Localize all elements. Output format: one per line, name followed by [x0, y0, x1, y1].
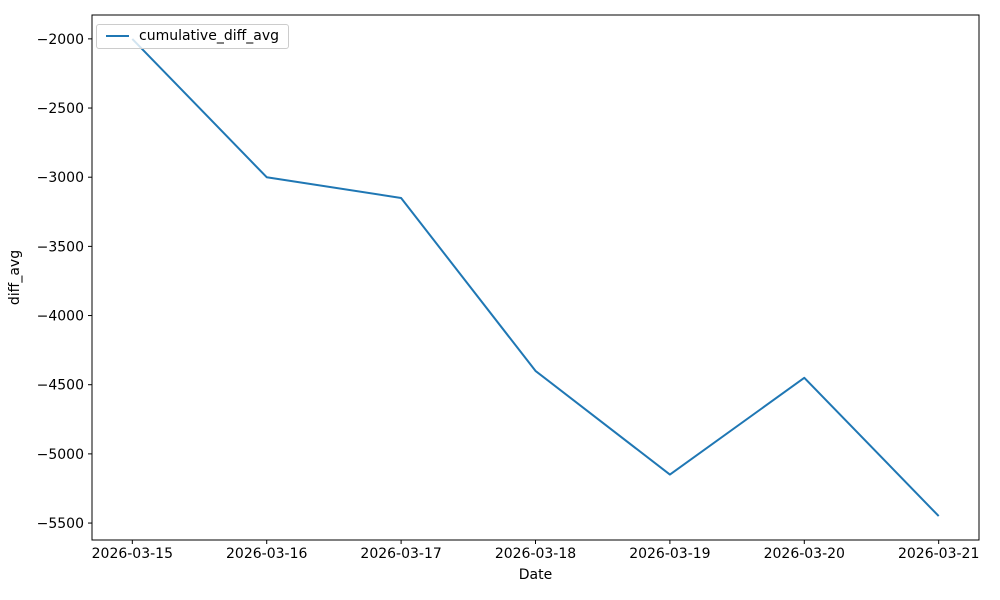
legend-line-swatch-icon [106, 35, 129, 37]
y-tick-label: −3500 [37, 239, 84, 255]
y-tick-label: −2000 [37, 32, 84, 48]
x-tick-label: 2026-03-21 [898, 546, 979, 562]
y-tick-label: −4000 [37, 309, 84, 325]
x-tick-label: 2026-03-16 [226, 546, 307, 562]
axes-frame [91, 14, 980, 541]
y-tick-label: −5000 [37, 447, 84, 463]
x-tick-label: 2026-03-15 [92, 546, 173, 562]
legend-label: cumulative_diff_avg [139, 28, 279, 44]
y-tick-label: −2500 [37, 101, 84, 117]
y-tick-label: −5500 [37, 516, 84, 532]
series-line [131, 38, 940, 517]
x-axis-label: Date [519, 567, 552, 583]
x-tick-label: 2026-03-20 [764, 546, 845, 562]
y-tick-label: −4500 [37, 378, 84, 394]
x-tick-label: 2026-03-19 [629, 546, 710, 562]
y-axis-label: diff_avg [7, 250, 23, 305]
x-tick-label: 2026-03-17 [360, 546, 441, 562]
legend: cumulative_diff_avg [96, 24, 289, 49]
x-tick-label: 2026-03-18 [495, 546, 576, 562]
y-tick-label: −3000 [37, 170, 84, 186]
